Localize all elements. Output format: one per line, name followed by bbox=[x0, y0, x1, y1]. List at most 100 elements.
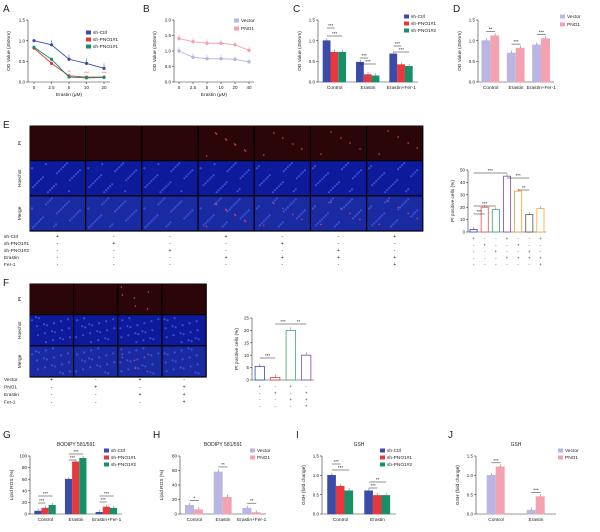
panel-F-nucleus-dot bbox=[129, 326, 132, 329]
panel-E-nucleus-dot bbox=[103, 191, 106, 194]
panel-F-nucleus-dot bbox=[182, 367, 185, 370]
panel-E-nucleus-dot bbox=[199, 167, 202, 170]
panel-E-nucleus-dot bbox=[204, 222, 207, 225]
panel-F-nucleus-dot bbox=[195, 320, 198, 323]
panel-E-nucleus-dot bbox=[388, 197, 391, 200]
panel-E-pi-dot bbox=[340, 137, 342, 139]
panel-E-nucleus-dot bbox=[370, 205, 373, 208]
panel-E-nucleus-dot bbox=[286, 166, 289, 169]
panel-E-nucleus-dot bbox=[407, 198, 410, 201]
panel-E-nucleus-dot bbox=[232, 204, 235, 207]
panel-C-bar bbox=[389, 53, 398, 83]
panel-E-chart-condition-sign: + bbox=[528, 249, 531, 254]
panel-F-nucleus-dot bbox=[37, 317, 41, 320]
panel-E-nucleus-dot bbox=[236, 200, 239, 203]
panel-F-micrograph bbox=[30, 284, 73, 314]
panel-E-condition-sign: + bbox=[225, 255, 228, 261]
panel-E-nucleus-dot bbox=[326, 172, 330, 175]
panel-F-nucleus-dot bbox=[84, 326, 87, 329]
panel-E-nucleus-dot bbox=[357, 171, 361, 174]
panel-F-condition-sign: - bbox=[95, 400, 97, 406]
panel-F-nucleus-dot bbox=[127, 334, 130, 337]
panel-E-nucleus-dot bbox=[111, 223, 114, 226]
panel-F-nucleus-dot bbox=[136, 358, 139, 361]
panel-E-nucleus-dot bbox=[247, 209, 250, 212]
panel-E-chart-condition-sign: - bbox=[517, 262, 519, 267]
panel-E-nucleus-dot bbox=[284, 168, 287, 171]
panel-E-nucleus-dot bbox=[243, 213, 246, 216]
panel-E-chart-condition-sign: - bbox=[540, 249, 542, 254]
panel-G-legend-swatch bbox=[104, 448, 109, 453]
panel-E-nucleus-dot bbox=[257, 165, 260, 168]
panel-F-nucleus-dot bbox=[51, 347, 55, 350]
panel-E-nucleus-dot bbox=[234, 202, 237, 205]
panel-F-nucleus-dot bbox=[120, 336, 123, 339]
panel-E-nucleus-dot bbox=[172, 168, 175, 171]
panel-E-nucleus-dot bbox=[148, 182, 151, 185]
panel-G-bar bbox=[79, 458, 87, 515]
panel-G-xtick-label: Control bbox=[38, 517, 53, 523]
panel-E-pi-dot bbox=[416, 217, 419, 220]
panel-I-legend-label: sh-PNO1#2 bbox=[387, 462, 412, 468]
panel-E-nucleus-dot bbox=[322, 216, 326, 219]
panel-E-chart-condition-sign: - bbox=[506, 262, 508, 267]
panel-B-xlabel: Erastin (μM) bbox=[201, 92, 228, 98]
panel-F-nucleus-dot bbox=[76, 353, 79, 356]
panel-D-legend-label: PNO1 bbox=[567, 22, 580, 28]
panel-C-xtick-label: Erastin bbox=[361, 85, 376, 91]
panel-E-row-label: Hoechst bbox=[17, 169, 23, 187]
panel-F-condition-sign: + bbox=[138, 392, 141, 398]
panel-C-legend-swatch bbox=[404, 28, 409, 33]
panel-F-nucleus-dot bbox=[98, 356, 101, 359]
panel-E-nucleus-dot bbox=[379, 176, 382, 179]
panel-A-point bbox=[32, 39, 36, 43]
panel-E-nucleus-dot bbox=[109, 185, 112, 188]
panel-D-ylabel: OD Value (450nm) bbox=[457, 31, 463, 71]
panel-F-nucleus-dot bbox=[164, 327, 167, 330]
panel-F-nucleus-dot bbox=[190, 348, 193, 351]
panel-A-point bbox=[49, 61, 54, 65]
panel-G-bar bbox=[41, 507, 49, 515]
panel-C-sig-stars: *** bbox=[361, 53, 367, 58]
panel-G-ytick-label: 60 bbox=[22, 477, 28, 482]
panel-E-chart-condition-sign: - bbox=[495, 262, 497, 267]
panel-E-nucleus-dot bbox=[333, 225, 337, 228]
panel-E-pi-dot bbox=[292, 143, 294, 145]
panel-F-nucleus-dot bbox=[68, 370, 72, 373]
panel-F-nucleus-dot bbox=[45, 358, 49, 361]
panel-E-nucleus-dot bbox=[344, 164, 348, 167]
panel-E-nucleus-dot bbox=[226, 170, 229, 173]
panel-F-ylabel: PI positive cells (%) bbox=[234, 328, 240, 370]
panel-E-condition-sign: - bbox=[169, 234, 171, 240]
panel-E-nucleus-dot bbox=[225, 181, 228, 184]
panel-E-nucleus-dot bbox=[239, 177, 242, 180]
panel-F-chart-bar bbox=[254, 365, 265, 381]
panel-F-nucleus-dot bbox=[75, 336, 78, 339]
panel-I-bar bbox=[372, 495, 382, 515]
panel-E-condition-sign: - bbox=[169, 262, 171, 268]
panel-F-sig-stars: *** bbox=[280, 319, 286, 324]
panel-F-nucleus-dot bbox=[127, 368, 130, 371]
panel-E-micrograph bbox=[198, 196, 254, 231]
panel-F-chart-condition-sign: - bbox=[259, 397, 261, 402]
panel-F-nucleus-dot bbox=[174, 360, 177, 363]
panel-E-chart-bar bbox=[469, 229, 478, 233]
panel-E-nucleus-dot bbox=[337, 221, 341, 224]
panel-E-nucleus-dot bbox=[54, 183, 58, 186]
panel-E-nucleus-dot bbox=[225, 221, 228, 224]
panel-E-nucleus-dot bbox=[258, 224, 261, 227]
panel-E-nucleus-dot bbox=[165, 225, 168, 228]
panel-E-nucleus-dot bbox=[150, 220, 153, 223]
panel-G-sig-stars: *** bbox=[73, 449, 79, 454]
panel-D-bar bbox=[515, 47, 525, 83]
panel-E-nucleus-dot bbox=[161, 189, 164, 192]
panel-E-nucleus-dot bbox=[301, 171, 304, 174]
panel-B-series-line bbox=[178, 50, 250, 63]
panel-E-nucleus-dot bbox=[282, 170, 285, 173]
panel-E-nucleus-dot bbox=[215, 191, 218, 194]
panel-G-sig-stars: *** bbox=[100, 497, 106, 502]
panel-E-chart-bar bbox=[480, 206, 489, 233]
panel-F-micrograph bbox=[118, 315, 162, 346]
panel-E-nucleus-dot bbox=[390, 185, 393, 188]
panel-F-nucleus-dot bbox=[50, 364, 54, 367]
